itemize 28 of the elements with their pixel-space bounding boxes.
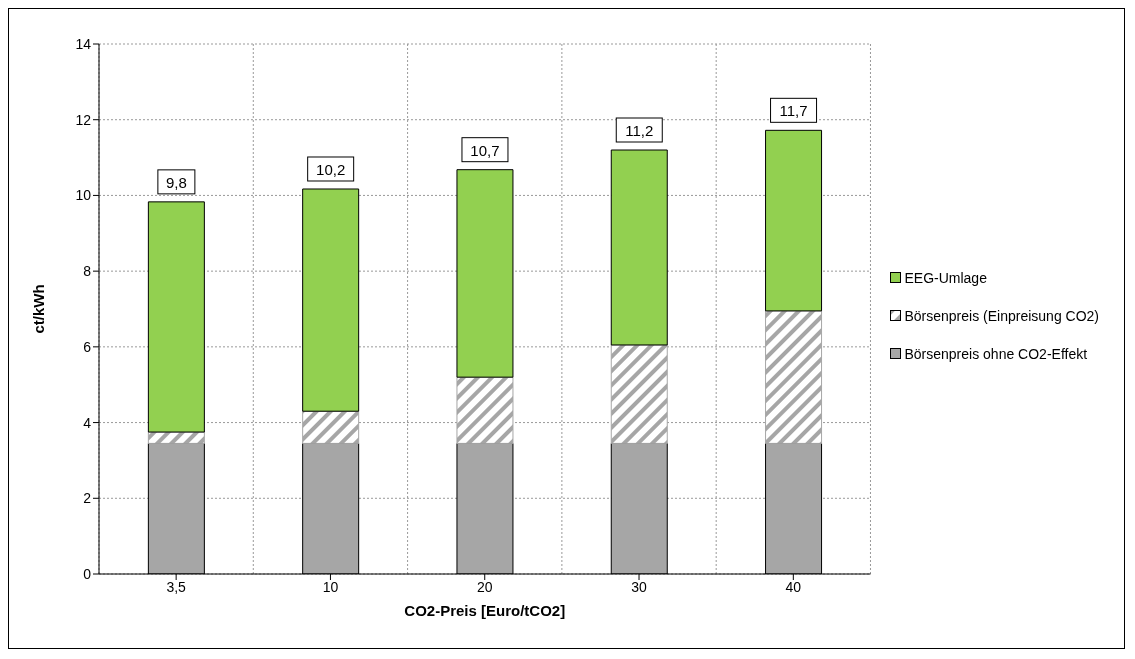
- y-tick-label: 4: [83, 414, 92, 431]
- bar: [610, 149, 668, 346]
- y-axis-title: ct/kWh: [30, 284, 48, 334]
- y-tick-label: 6: [83, 338, 92, 355]
- bar: [302, 188, 360, 412]
- bar: [147, 201, 205, 433]
- x-tick-label: 20: [476, 578, 493, 595]
- total-label: 9,8: [165, 173, 187, 191]
- x-tick-label: 30: [631, 578, 648, 595]
- total-label: 11,7: [779, 102, 808, 120]
- y-tick-label: 12: [75, 111, 92, 128]
- legend-label: EEG-Umlage: [904, 269, 987, 286]
- y-tick-label: 0: [83, 565, 92, 582]
- y-tick-label: 14: [75, 35, 92, 52]
- legend-label: Börsenpreis ohne CO2-Effekt: [904, 345, 1088, 362]
- y-tick-label: 2: [83, 490, 92, 507]
- legend-label: Börsenpreis (Einpreisung CO2): [904, 307, 1099, 324]
- x-tick-label: 40: [785, 578, 802, 595]
- x-tick-label: 3,5: [166, 578, 187, 595]
- x-tick-label: 10: [322, 578, 339, 595]
- bar: [765, 129, 823, 312]
- y-tick-label: 10: [75, 187, 92, 204]
- total-label: 11,2: [625, 122, 654, 139]
- total-label: 10,2: [316, 160, 346, 178]
- x-axis-title: CO2-Preis [Euro/tCO2]: [404, 602, 566, 619]
- bar: [456, 169, 514, 378]
- y-tick-label: 8: [83, 263, 92, 280]
- total-label: 10,7: [470, 141, 500, 159]
